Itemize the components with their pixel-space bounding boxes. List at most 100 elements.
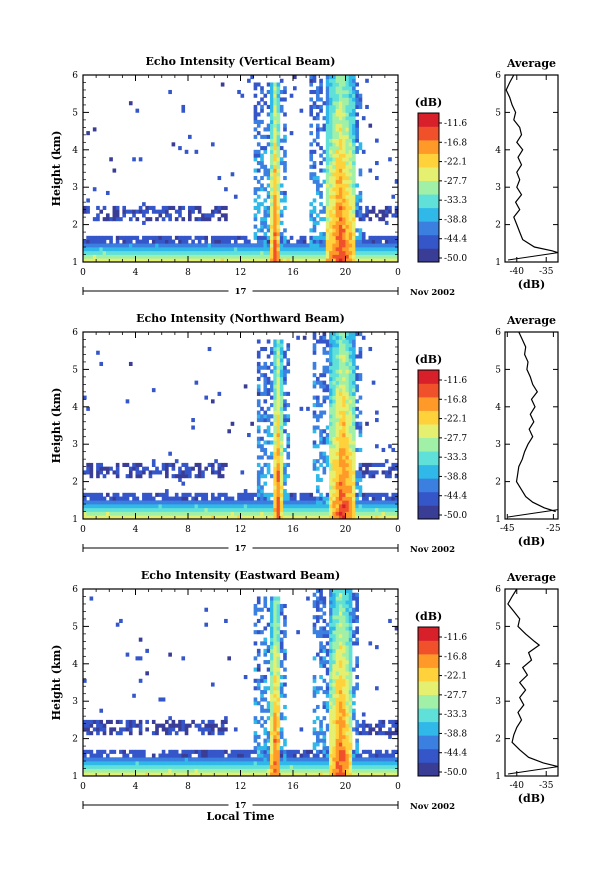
heatmap-cell <box>266 704 271 710</box>
heatmap-cell <box>335 477 340 482</box>
heatmap-cell <box>325 504 330 509</box>
heatmap-cell <box>315 414 320 419</box>
heatmap-cell <box>220 474 225 479</box>
heatmap-cell <box>168 89 172 95</box>
heatmap-cell <box>335 198 340 203</box>
heatmap-cell <box>312 429 317 434</box>
heatmap-cell <box>201 753 205 758</box>
heatmap-cell <box>266 500 271 505</box>
heatmap-cell <box>132 157 136 162</box>
heatmap-cell <box>128 511 133 516</box>
heatmap-cell <box>273 716 277 721</box>
heatmap-cell <box>217 205 222 210</box>
heatmap-cell <box>122 768 127 773</box>
heatmap-cell <box>289 492 294 497</box>
heatmap-cell <box>276 444 281 449</box>
heatmap-cell <box>270 127 274 132</box>
heatmap-cell <box>329 198 333 203</box>
heatmap-cell <box>319 410 323 415</box>
heatmap-cell <box>273 459 277 464</box>
heatmap-cell <box>237 89 241 95</box>
heatmap-cell <box>184 768 189 773</box>
heatmap-cell <box>138 764 143 769</box>
heatmap-cell <box>338 742 343 747</box>
heatmap-cell <box>171 511 176 516</box>
heatmap-cell <box>217 474 222 479</box>
heatmap-cell <box>204 239 209 244</box>
heatmap-cell <box>256 142 261 147</box>
heatmap-cell <box>299 507 304 512</box>
heatmap-cell <box>210 258 215 263</box>
heatmap-cell <box>348 179 353 184</box>
heatmap-cell <box>279 485 284 490</box>
heatmap-cell <box>276 660 281 665</box>
heatmap-cell <box>342 701 346 706</box>
heatmap-cell <box>352 716 356 721</box>
heatmap-cell <box>335 339 340 344</box>
heatmap-cell <box>322 734 327 739</box>
heatmap-cell <box>309 243 314 248</box>
heatmap-cell <box>342 89 346 95</box>
heatmap-cell <box>122 235 127 240</box>
heatmap-cell <box>273 689 277 695</box>
heatmap-cell <box>266 492 271 497</box>
heatmap-cell <box>329 403 333 408</box>
heatmap-cell <box>342 112 346 117</box>
heatmap-cell <box>184 761 189 766</box>
heatmap-cell <box>188 247 192 252</box>
heatmap-cell <box>332 217 337 222</box>
heatmap-cell <box>247 511 251 516</box>
heatmap-cell <box>102 772 107 777</box>
heatmap-cell <box>342 190 346 196</box>
heatmap-cell <box>188 205 192 210</box>
heatmap-cell <box>191 768 195 773</box>
heatmap-cell <box>329 108 333 113</box>
heatmap-cell <box>384 757 389 762</box>
heatmap-cell <box>174 258 179 263</box>
heatmap-cell <box>184 757 189 762</box>
heatmap-cell <box>201 258 205 263</box>
heatmap-cell <box>283 772 287 777</box>
heatmap-cell <box>119 731 123 736</box>
heatmap-cell <box>89 596 94 601</box>
heatmap-cell <box>312 410 317 415</box>
heatmap-cell <box>348 373 353 378</box>
heatmap-cell <box>135 247 140 252</box>
heatmap-cell <box>174 511 179 516</box>
heatmap-cell <box>168 205 172 210</box>
heatmap-cell <box>210 682 215 687</box>
heatmap-cell <box>240 504 245 509</box>
heatmap-cell <box>375 731 379 736</box>
heatmap-cell <box>352 93 356 98</box>
heatmap-cell <box>332 403 337 408</box>
heatmap-cell <box>332 474 337 479</box>
heatmap-cell <box>355 384 359 389</box>
heatmap-cell <box>224 243 228 248</box>
heatmap-cell <box>332 406 337 411</box>
heatmap-cell <box>352 194 356 199</box>
heatmap-cell <box>220 761 225 766</box>
heatmap-cell <box>342 104 346 110</box>
heatmap-cell <box>263 384 268 389</box>
heatmap-cell <box>345 693 350 698</box>
heatmap-cell <box>276 701 281 706</box>
heatmap-cell <box>138 209 143 214</box>
heatmap-cell <box>256 749 261 754</box>
heatmap-cell <box>227 235 232 240</box>
heatmap-cell <box>273 746 277 751</box>
heatmap-cell <box>325 630 330 635</box>
heatmap-cell <box>263 205 268 210</box>
heatmap-cell <box>217 761 222 766</box>
heatmap-cell <box>151 258 156 263</box>
heatmap-cell <box>315 179 320 184</box>
heatmap-cell <box>342 414 346 419</box>
heatmap-cell <box>368 123 373 128</box>
heatmap-cell <box>348 123 353 128</box>
heatmap-cell <box>145 719 149 724</box>
heatmap-cell <box>358 768 363 773</box>
heatmap-cell <box>315 734 320 739</box>
heatmap-cell <box>165 719 169 724</box>
heatmap-cell <box>155 507 159 512</box>
heatmap-cell <box>132 466 136 471</box>
heatmap-cell <box>355 675 359 680</box>
